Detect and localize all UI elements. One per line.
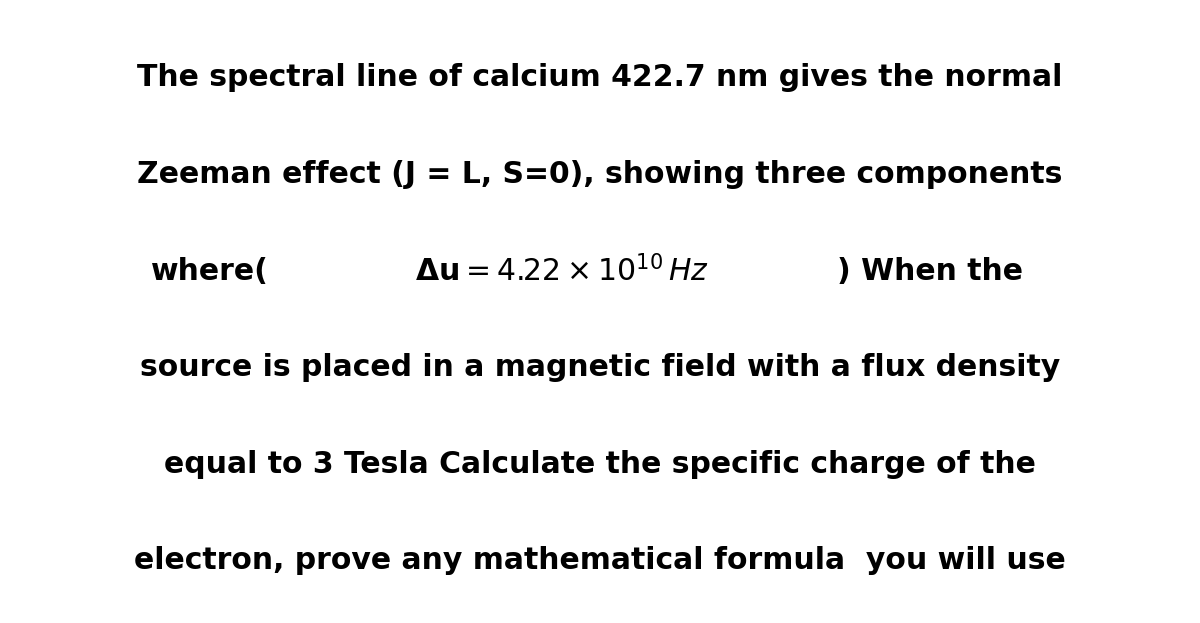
Text: where(: where(	[151, 257, 269, 285]
Text: The spectral line of calcium 422.7 nm gives the normal: The spectral line of calcium 422.7 nm gi…	[137, 64, 1063, 92]
Text: source is placed in a magnetic field with a flux density: source is placed in a magnetic field wit…	[140, 353, 1060, 382]
Text: electron, prove any mathematical formula  you will use: electron, prove any mathematical formula…	[134, 546, 1066, 575]
Text: $\mathbf{\Delta u} = 4.22 \times 10^{10}\,Hz$: $\mathbf{\Delta u} = 4.22 \times 10^{10}…	[415, 255, 708, 287]
Text: Zeeman effect (J = L, S=0), showing three components: Zeeman effect (J = L, S=0), showing thre…	[137, 160, 1063, 189]
Text: equal to 3 Tesla Calculate the specific charge of the: equal to 3 Tesla Calculate the specific …	[164, 450, 1036, 478]
Text: ) When the: ) When the	[838, 257, 1022, 285]
